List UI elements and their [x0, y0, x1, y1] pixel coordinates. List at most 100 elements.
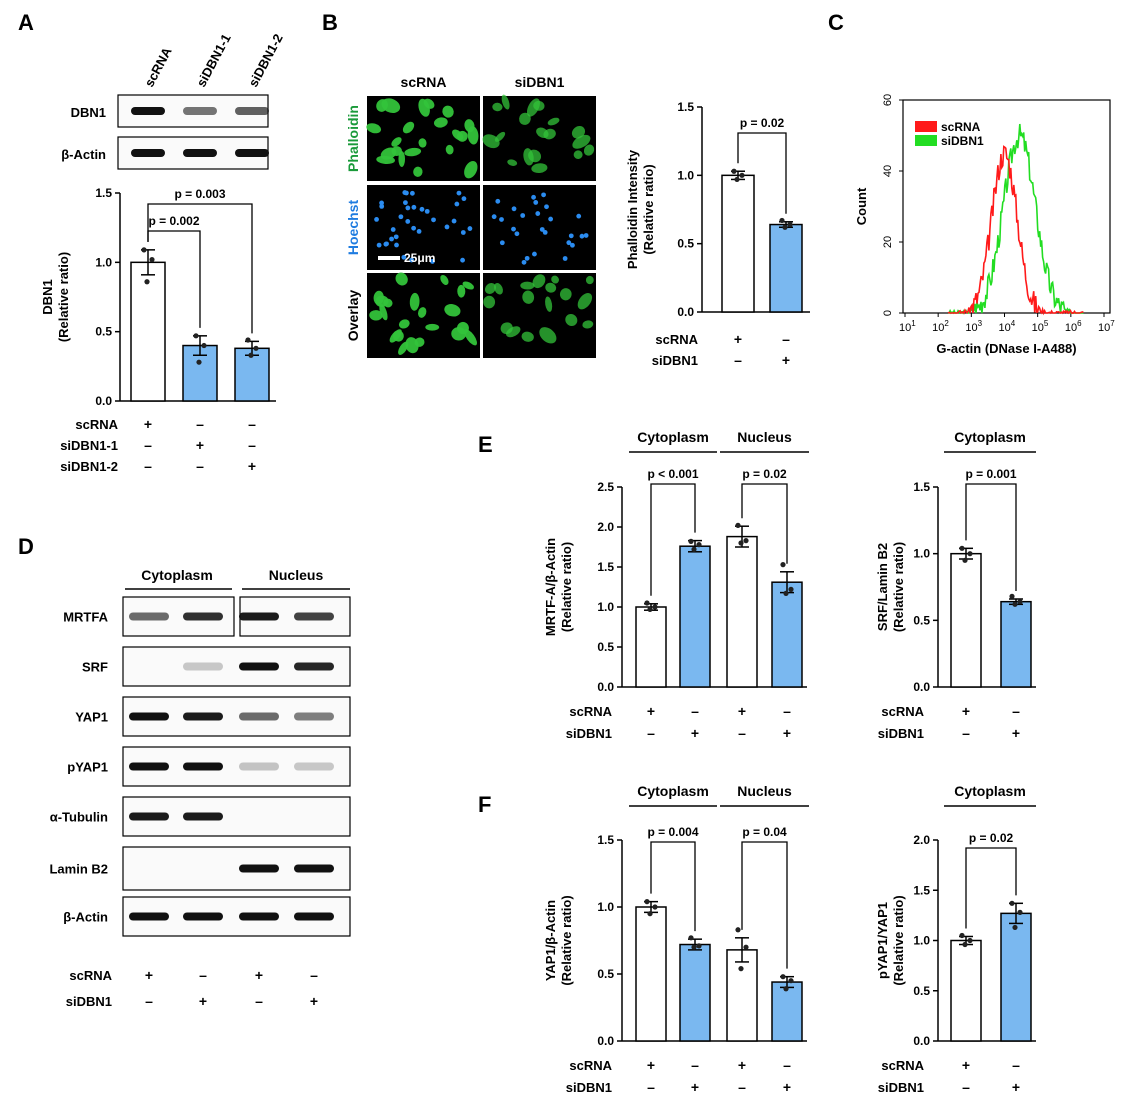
cell-stain — [571, 126, 586, 139]
y-axis-label: Phalloidin Intensity — [625, 149, 640, 269]
cell-stain — [464, 160, 478, 179]
cell-stain — [547, 117, 560, 126]
panel-label-d: D — [18, 534, 34, 559]
cell-stain — [483, 295, 496, 309]
blot-label: MRTFA — [63, 610, 108, 625]
bar — [771, 581, 803, 688]
bar — [721, 174, 755, 313]
western-band — [129, 712, 169, 721]
condition-mark: – — [196, 458, 204, 474]
data-point — [652, 604, 658, 610]
cell-stain — [389, 329, 402, 343]
nucleus-stain — [570, 242, 575, 248]
condition-mark: + — [1012, 1079, 1020, 1095]
condition-label: scRNA — [655, 332, 698, 347]
western-band — [183, 149, 217, 157]
y-tick-label: 1.0 — [597, 600, 614, 614]
condition-mark: – — [310, 967, 318, 983]
condition-mark: + — [647, 703, 655, 719]
data-point — [1012, 924, 1018, 931]
condition-mark: + — [255, 967, 263, 983]
cell-stain — [545, 282, 557, 293]
cell-stain — [395, 272, 408, 286]
p-value-label: p = 0.003 — [174, 187, 225, 201]
condition-label: siDBN1 — [878, 726, 924, 741]
nucleus-stain — [566, 240, 572, 246]
western-band — [183, 812, 223, 821]
bar — [130, 261, 166, 402]
data-point — [196, 359, 202, 365]
data-point — [787, 221, 793, 228]
y-axis-label: Count — [854, 187, 869, 225]
data-point — [253, 345, 259, 351]
cell-stain — [391, 137, 402, 147]
bar — [679, 545, 711, 688]
data-point — [201, 342, 207, 349]
significance-bracket — [965, 847, 1017, 929]
panel-b: scRNA siDBN1 Phalloidin Hoechst Overlay 25μm 0… — [345, 74, 810, 368]
bar — [726, 535, 758, 688]
cell-stain — [482, 134, 500, 149]
micrograph-tile — [483, 185, 596, 270]
image-column-label: scRNA — [401, 74, 447, 90]
condition-mark: – — [647, 1079, 655, 1095]
cell-stain — [442, 105, 454, 118]
condition-label: siDBN1 — [66, 994, 112, 1009]
image-column-label: siDBN1 — [515, 74, 565, 90]
y-tick-label: 1.5 — [677, 100, 694, 114]
condition-mark: – — [255, 993, 263, 1009]
data-point — [735, 927, 741, 933]
condition-mark: + — [962, 703, 970, 719]
p-value-label: p < 0.001 — [647, 467, 698, 481]
cell-stain — [366, 123, 382, 134]
data-point — [149, 256, 155, 263]
image-row-label: Phalloidin — [345, 105, 361, 172]
cell-stain — [373, 290, 384, 305]
bar — [950, 939, 982, 1042]
cell-stain — [582, 320, 594, 329]
nucleus-stain — [409, 257, 415, 263]
western-band — [294, 612, 334, 621]
cell-stain — [572, 134, 591, 149]
blot-label: DBN1 — [71, 105, 106, 120]
data-point — [782, 224, 788, 230]
nucleus-stain — [520, 213, 526, 218]
cell-stain — [585, 275, 594, 285]
western-band — [129, 612, 169, 621]
cell-stain — [519, 112, 531, 125]
data-point — [779, 217, 785, 224]
condition-mark: + — [196, 437, 204, 453]
cell-stain — [445, 144, 454, 155]
western-band — [129, 912, 169, 921]
western-band — [294, 912, 334, 921]
bar — [771, 981, 803, 1042]
cell-stain — [457, 284, 466, 298]
data-point — [731, 168, 737, 174]
cell-stain — [404, 147, 422, 157]
condition-mark: – — [248, 416, 256, 432]
cell-stain — [531, 163, 548, 174]
p-value-label: p = 0.04 — [742, 825, 787, 839]
nucleus-stain — [379, 203, 385, 209]
condition-mark: + — [145, 967, 153, 983]
cell-stain — [494, 283, 503, 295]
significance-bracket — [741, 841, 788, 969]
fraction-label: Nucleus — [737, 429, 792, 445]
condition-label: scRNA — [75, 417, 118, 432]
condition-mark: + — [647, 1057, 655, 1073]
bar — [635, 906, 667, 1042]
nucleus-stain — [541, 192, 546, 198]
condition-mark: + — [782, 352, 790, 368]
nucleus-stain — [409, 190, 415, 196]
data-point — [735, 522, 741, 529]
condition-mark: + — [199, 993, 207, 1009]
cell-stain — [583, 144, 595, 156]
condition-mark: – — [647, 725, 655, 741]
nucleus-stain — [576, 213, 582, 219]
nucleus-stain — [390, 227, 396, 232]
x-tick-label: 103 — [965, 319, 982, 334]
y-axis-label: DBN1 — [40, 279, 55, 314]
cell-stain — [523, 148, 534, 166]
condition-mark: – — [145, 993, 153, 1009]
data-point — [245, 337, 251, 343]
